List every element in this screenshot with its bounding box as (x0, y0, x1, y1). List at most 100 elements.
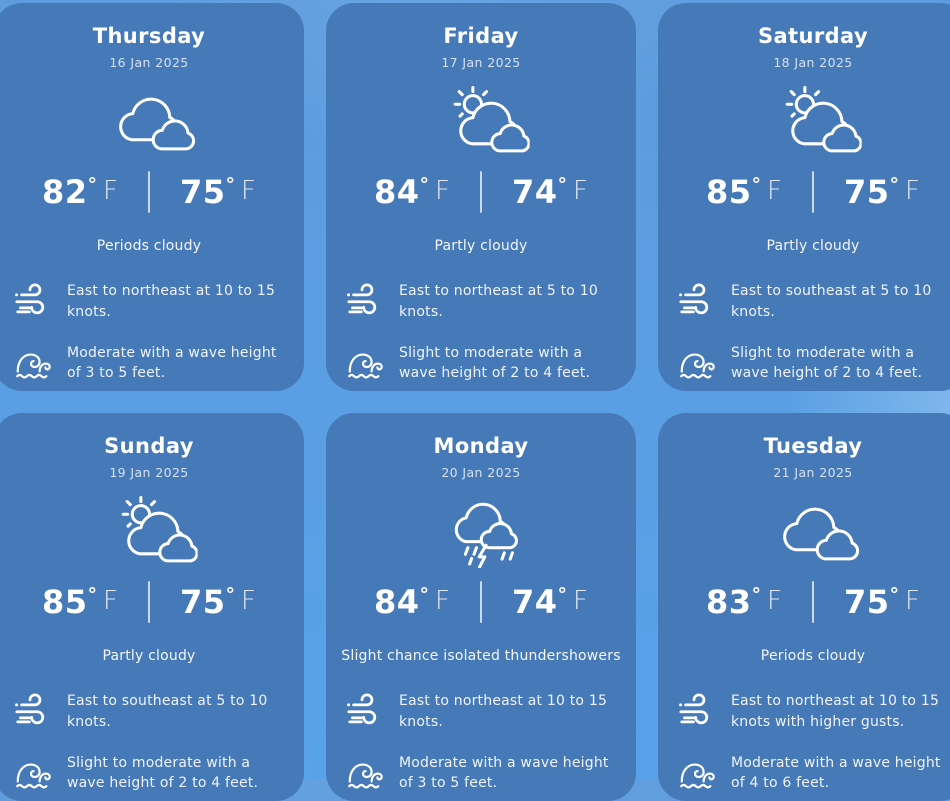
day-name: Sunday (104, 434, 194, 458)
forecast-grid: Thursday 16 Jan 2025 82 ° F 75 ° F Periods c… (0, 3, 950, 801)
degree-symbol: ° (225, 174, 236, 197)
low-temperature: 75 ° F (844, 173, 920, 212)
temp-unit: F (241, 176, 256, 207)
sea-detail-row: Slight to moderate with a wave height of… (658, 343, 950, 384)
temp-unit: F (767, 176, 782, 207)
thundershowers-icon (432, 489, 530, 573)
forecast-card-saturday: Saturday 18 Jan 2025 85 ° F 75 ° F Partly cl… (658, 3, 950, 391)
wind-icon (344, 282, 384, 320)
wave-icon (344, 754, 384, 792)
degree-symbol: ° (419, 584, 430, 607)
temp-unit: F (905, 586, 920, 617)
wave-icon (676, 344, 716, 382)
sea-text: Moderate with a wave height of 3 to 5 fe… (399, 754, 609, 792)
temp-unit: F (435, 176, 450, 207)
degree-symbol: ° (225, 584, 236, 607)
partly-cloudy-icon (764, 79, 862, 163)
low-temperature: 75 ° F (180, 583, 256, 622)
condition-text: Slight chance isolated thundershowers (341, 648, 621, 665)
low-temperature: 74 ° F (512, 584, 588, 619)
degree-symbol: ° (751, 174, 762, 197)
temperature-divider (812, 171, 814, 214)
low-temperature: 75 ° F (844, 584, 920, 619)
high-temperature: 85 ° F (42, 583, 118, 622)
wind-detail-row: East to northeast at 10 to 15 knots. (326, 691, 636, 732)
wind-icon (12, 692, 52, 730)
low-temp-value: 75 (844, 173, 890, 212)
temp-unit: F (103, 176, 118, 207)
temperature-row: 83 ° F 75 ° F (658, 581, 950, 624)
wind-text: East to southeast at 5 to 10 knots. (731, 283, 932, 320)
cloudy-icon (764, 489, 862, 573)
wind-text: East to northeast at 10 to 15 knots with… (731, 693, 940, 730)
degree-symbol: ° (889, 174, 900, 197)
wave-icon (12, 344, 52, 382)
temp-unit: F (435, 586, 450, 617)
sea-detail-row: Moderate with a wave height of 3 to 5 fe… (0, 343, 304, 384)
sea-text: Slight to moderate with a wave height of… (67, 754, 259, 792)
date-label: 20 Jan 2025 (441, 465, 521, 481)
degree-symbol: ° (419, 174, 430, 197)
temperature-row: 84 ° F 74 ° F (326, 171, 636, 214)
wind-text: East to northeast at 10 to 15 knots. (67, 283, 276, 320)
temperature-divider (812, 581, 814, 624)
low-temp-value: 75 (180, 583, 226, 622)
high-temperature: 83 ° F (706, 584, 782, 619)
high-temp-value: 85 (42, 583, 88, 622)
forecast-card-thursday: Thursday 16 Jan 2025 82 ° F 75 ° F Periods c… (0, 3, 304, 391)
sea-detail-row: Slight to moderate with a wave height of… (0, 753, 304, 794)
day-name: Monday (433, 434, 529, 458)
wind-text: East to southeast at 5 to 10 knots. (67, 693, 268, 730)
forecast-card-friday: Friday 17 Jan 2025 84 ° F 74 ° F Partly clou… (326, 3, 636, 391)
condition-text: Periods cloudy (96, 238, 202, 255)
forecast-card-sunday: Sunday 19 Jan 2025 85 ° F 75 ° F Partly clou… (0, 413, 304, 801)
day-name: Thursday (92, 24, 206, 48)
cloudy-icon (100, 79, 198, 163)
sea-text: Moderate with a wave height of 3 to 5 fe… (67, 344, 277, 382)
wind-detail-row: East to northeast at 10 to 15 knots. (0, 281, 304, 322)
temperature-row: 85 ° F 75 ° F (0, 581, 304, 624)
high-temp-value: 85 (706, 173, 752, 212)
temperature-divider (480, 171, 482, 214)
high-temperature: 84 ° F (374, 583, 450, 622)
date-label: 19 Jan 2025 (109, 465, 189, 481)
wave-icon (12, 754, 52, 792)
temp-unit: F (905, 176, 920, 207)
temp-unit: F (241, 586, 256, 617)
temperature-divider (148, 171, 150, 214)
forecast-card-monday: Monday 20 Jan 2025 84 ° F 74 ° F Slight chan… (326, 413, 636, 801)
temp-unit: F (573, 176, 588, 207)
condition-text: Periods cloudy (760, 648, 866, 665)
low-temp-value: 74 (512, 173, 558, 212)
forecast-card-tuesday: Tuesday 21 Jan 2025 83 ° F 75 ° F Periods cl… (658, 413, 950, 801)
day-name: Saturday (757, 24, 869, 48)
degree-symbol: ° (889, 584, 900, 607)
degree-symbol: ° (87, 174, 98, 197)
temperature-row: 85 ° F 75 ° F (658, 171, 950, 214)
temperature-row: 82 ° F 75 ° F (0, 171, 304, 214)
partly-cloudy-icon (100, 489, 198, 573)
sea-detail-row: Moderate with a wave height of 4 to 6 fe… (658, 753, 950, 794)
degree-symbol: ° (557, 584, 568, 607)
degree-symbol: ° (751, 584, 762, 607)
sea-text: Slight to moderate with a wave height of… (731, 344, 923, 382)
wind-icon (676, 282, 716, 320)
day-name: Tuesday (763, 434, 863, 458)
date-label: 16 Jan 2025 (109, 55, 189, 71)
temp-unit: F (767, 586, 782, 617)
temperature-row: 84 ° F 74 ° F (326, 581, 636, 624)
temp-unit: F (573, 586, 588, 617)
sea-detail-row: Moderate with a wave height of 3 to 5 fe… (326, 753, 636, 794)
high-temperature: 82 ° F (42, 174, 118, 209)
low-temperature: 74 ° F (512, 173, 588, 212)
degree-symbol: ° (87, 584, 98, 607)
wind-icon (12, 282, 52, 320)
wind-text: East to northeast at 10 to 15 knots. (399, 693, 608, 730)
wave-icon (344, 344, 384, 382)
temperature-divider (148, 581, 150, 624)
temp-unit: F (103, 586, 118, 617)
condition-text: Partly cloudy (766, 238, 860, 255)
wind-detail-row: East to northeast at 5 to 10 knots. (326, 281, 636, 322)
partly-cloudy-icon (432, 79, 530, 163)
high-temp-value: 84 (374, 583, 420, 622)
